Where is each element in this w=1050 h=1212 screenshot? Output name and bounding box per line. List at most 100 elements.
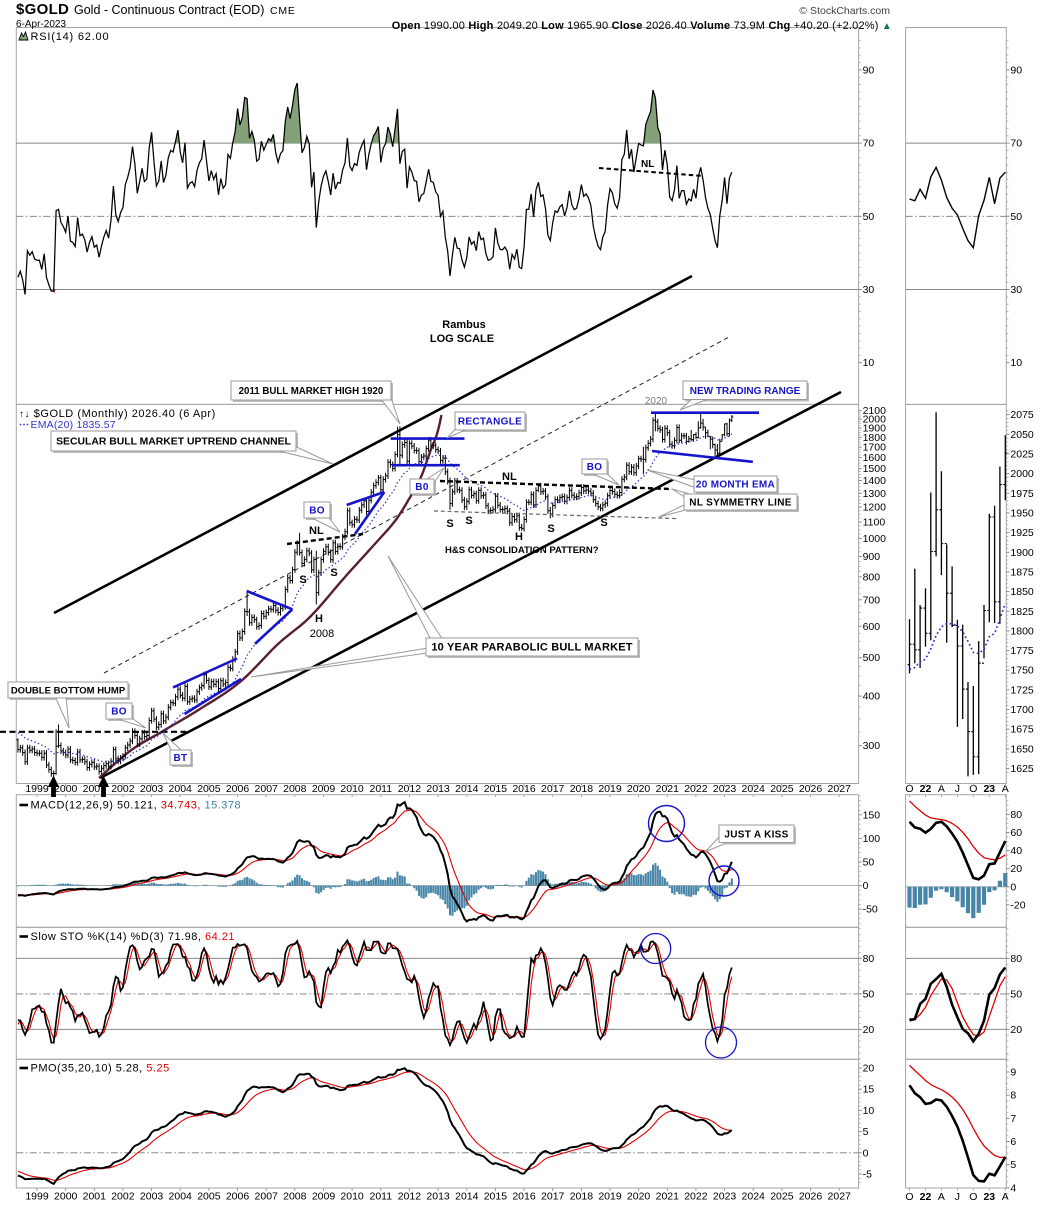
svg-text:500: 500 — [863, 652, 881, 664]
svg-text:2019: 2019 — [598, 1191, 622, 1203]
svg-text:BT: BT — [174, 753, 188, 764]
svg-text:5: 5 — [863, 1126, 869, 1138]
svg-text:B0: B0 — [415, 482, 429, 493]
svg-text:4: 4 — [1010, 1182, 1016, 1194]
svg-text:2000: 2000 — [863, 414, 887, 426]
svg-text:A: A — [938, 1191, 945, 1203]
svg-text:2026: 2026 — [799, 783, 823, 795]
svg-text:A: A — [938, 783, 945, 795]
svg-text:J: J — [955, 1191, 960, 1203]
svg-text:1975: 1975 — [1010, 488, 1034, 500]
svg-text:1800: 1800 — [1010, 625, 1034, 637]
svg-text:2009: 2009 — [312, 1191, 336, 1203]
svg-text:2006: 2006 — [226, 1191, 250, 1203]
svg-text:LOG SCALE: LOG SCALE — [430, 333, 494, 345]
svg-text:2000: 2000 — [1010, 468, 1034, 480]
svg-text:1100: 1100 — [863, 517, 886, 529]
svg-text:2012: 2012 — [398, 1191, 422, 1203]
svg-text:1400: 1400 — [863, 475, 887, 487]
svg-text:7: 7 — [1010, 1113, 1016, 1125]
svg-text:Gold - Continuous Contract (EO: Gold - Continuous Contract (EOD) — [74, 3, 264, 17]
svg-text:400: 400 — [863, 691, 881, 703]
svg-text:1750: 1750 — [1010, 665, 1034, 677]
svg-text:1900: 1900 — [863, 423, 887, 435]
svg-text:50: 50 — [1010, 988, 1022, 1000]
svg-text:1300: 1300 — [863, 488, 887, 500]
svg-text:2012: 2012 — [398, 783, 422, 795]
svg-text:2000: 2000 — [54, 1191, 78, 1203]
svg-text:-5: -5 — [863, 1169, 872, 1181]
svg-text:80: 80 — [1010, 809, 1022, 821]
svg-text:50: 50 — [863, 857, 875, 869]
svg-text:1600: 1600 — [863, 452, 887, 464]
svg-text:2023: 2023 — [713, 1191, 737, 1203]
svg-text:J: J — [955, 783, 960, 795]
svg-text:NL SYMMETRY LINE: NL SYMMETRY LINE — [689, 498, 791, 509]
svg-text:150: 150 — [863, 809, 881, 821]
svg-text:80: 80 — [1010, 953, 1022, 965]
svg-text:2025: 2025 — [1010, 448, 1034, 460]
svg-text:0: 0 — [863, 1147, 869, 1159]
svg-text:2006: 2006 — [226, 783, 250, 795]
svg-text:1950: 1950 — [1010, 507, 1034, 519]
svg-text:6-Apr-2023: 6-Apr-2023 — [16, 19, 66, 30]
svg-text:2021: 2021 — [656, 1191, 680, 1203]
svg-text:O: O — [905, 1191, 913, 1203]
svg-text:2004: 2004 — [169, 783, 193, 795]
svg-text:2022: 2022 — [684, 783, 708, 795]
svg-text:S: S — [446, 518, 453, 530]
svg-text:2005: 2005 — [197, 783, 221, 795]
svg-text:2100: 2100 — [863, 405, 887, 417]
svg-text:DOUBLE BOTTOM HUMP: DOUBLE BOTTOM HUMP — [11, 686, 126, 697]
svg-text:2013: 2013 — [426, 1191, 450, 1203]
svg-text:2011 BULL MARKET HIGH 1920: 2011 BULL MARKET HIGH 1920 — [239, 386, 384, 397]
svg-text:90: 90 — [863, 64, 875, 76]
svg-text:1650: 1650 — [1010, 743, 1034, 755]
svg-text:RSI(14) 62.00: RSI(14) 62.00 — [31, 31, 110, 43]
svg-text:2015: 2015 — [484, 783, 508, 795]
svg-text:2021: 2021 — [656, 783, 680, 795]
svg-text:20: 20 — [1010, 1024, 1022, 1036]
svg-text:1500: 1500 — [863, 463, 887, 475]
svg-text:2013: 2013 — [426, 783, 450, 795]
svg-text:2002: 2002 — [111, 1191, 135, 1203]
svg-text:22: 22 — [920, 783, 932, 795]
svg-text:30: 30 — [1010, 284, 1022, 296]
svg-text:2014: 2014 — [455, 783, 479, 795]
svg-text:2017: 2017 — [541, 783, 565, 795]
svg-text:2010: 2010 — [340, 1191, 364, 1203]
svg-text:10 YEAR PARABOLIC BULL MARKET: 10 YEAR PARABOLIC BULL MARKET — [431, 642, 632, 654]
svg-text:70: 70 — [1010, 138, 1022, 150]
svg-text:6: 6 — [1010, 1136, 1016, 1148]
svg-text:30: 30 — [863, 284, 875, 296]
svg-text:$GOLD: $GOLD — [16, 1, 69, 18]
svg-text:9: 9 — [1010, 1067, 1016, 1079]
svg-text:2019: 2019 — [598, 783, 622, 795]
svg-text:1850: 1850 — [1010, 586, 1034, 598]
svg-text:S: S — [547, 523, 554, 535]
svg-text:-50: -50 — [863, 904, 878, 916]
svg-text:1000: 1000 — [863, 533, 887, 545]
svg-text:2027: 2027 — [828, 783, 852, 795]
svg-text:© StockCharts.com: © StockCharts.com — [799, 5, 890, 17]
svg-text:NEW TRADING RANGE: NEW TRADING RANGE — [690, 386, 801, 397]
svg-text:2020: 2020 — [645, 396, 668, 407]
svg-text:2018: 2018 — [570, 783, 594, 795]
svg-text:2014: 2014 — [455, 1191, 479, 1203]
svg-text:20: 20 — [1010, 863, 1022, 875]
svg-text:15: 15 — [863, 1084, 875, 1096]
svg-text:2016: 2016 — [512, 1191, 536, 1203]
svg-text:0: 0 — [1010, 881, 1016, 893]
svg-text:O: O — [905, 783, 913, 795]
svg-text:2003: 2003 — [140, 783, 164, 795]
svg-text:10: 10 — [863, 357, 875, 369]
svg-text:2007: 2007 — [255, 783, 279, 795]
svg-text:2011: 2011 — [370, 783, 393, 795]
svg-text:2011: 2011 — [370, 1191, 393, 1203]
svg-text:5: 5 — [1010, 1159, 1016, 1171]
svg-text:2015: 2015 — [484, 1191, 508, 1203]
svg-text:1875: 1875 — [1010, 566, 1034, 578]
svg-text:70: 70 — [863, 138, 875, 150]
svg-text:2075: 2075 — [1010, 409, 1034, 421]
svg-text:23: 23 — [983, 783, 995, 795]
